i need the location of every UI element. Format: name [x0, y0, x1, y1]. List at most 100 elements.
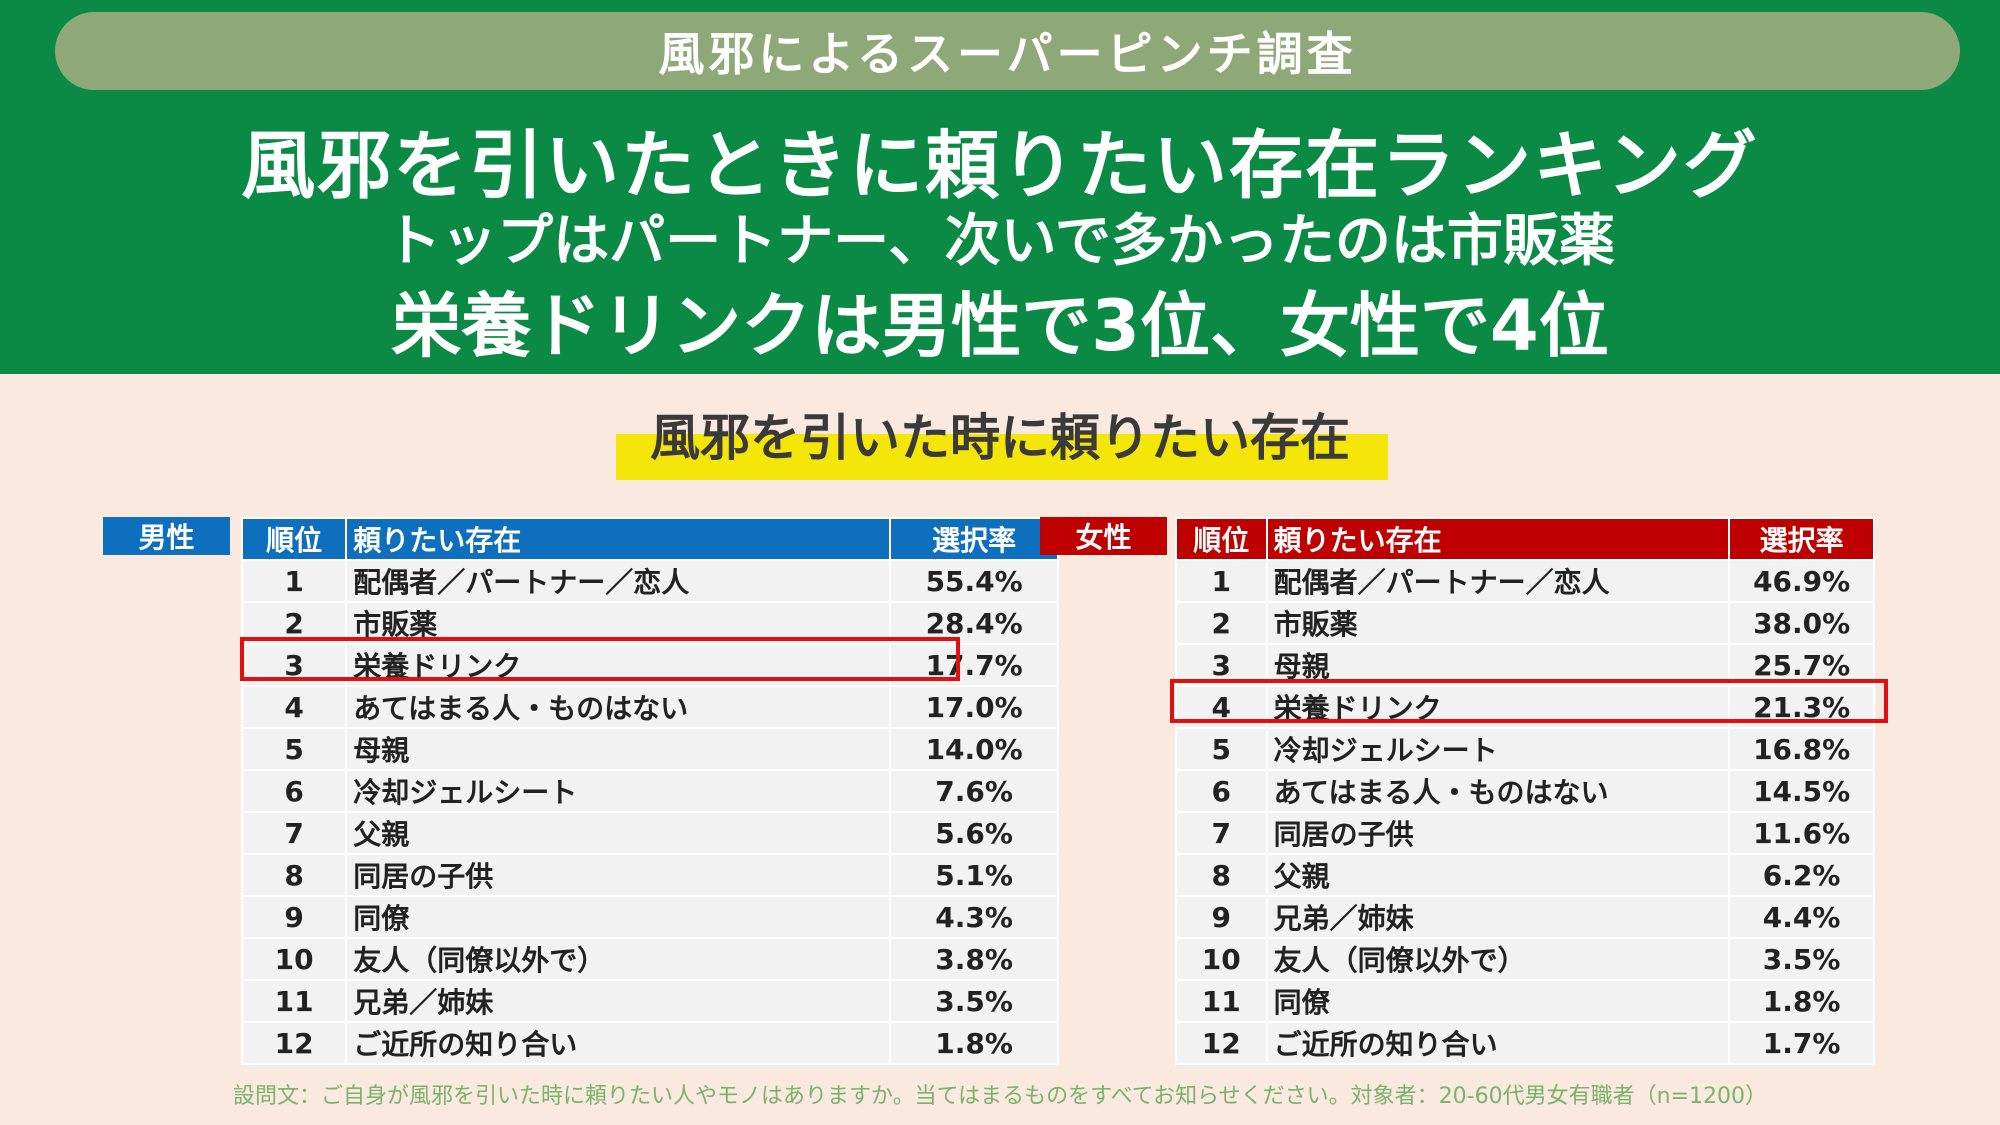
table-row: 1 配偶者／パートナー／恋人 46.9% — [1175, 559, 1875, 603]
table-row: 6 冷却ジェルシート 7.6% — [240, 769, 1059, 813]
rate-cell: 1.8% — [1728, 979, 1875, 1023]
table-row: 11 同僚 1.8% — [1175, 979, 1875, 1023]
name-cell: 同居の子供 — [1265, 811, 1731, 855]
rate-cell: 6.2% — [1728, 853, 1875, 897]
name-cell: 同僚 — [1265, 979, 1731, 1023]
name-cell: 兄弟／姉妹 — [345, 979, 892, 1023]
rank-header: 順位 — [240, 517, 348, 561]
table-row: 10 友人（同僚以外で） 3.8% — [240, 937, 1059, 981]
rate-cell: 16.8% — [1728, 727, 1875, 771]
rank-cell: 7 — [1175, 811, 1268, 855]
name-cell: 市販薬 — [1265, 601, 1731, 645]
header-band: 風邪によるスーパーピンチ調査 風邪を引いたときに頼りたい存在ランキング トップは… — [0, 0, 2000, 374]
table-row: 9 同僚 4.3% — [240, 895, 1059, 939]
table-row: 7 父親 5.6% — [240, 811, 1059, 855]
name-cell: 父親 — [1265, 853, 1731, 897]
section-heading: 風邪を引いた時に頼りたい存在 — [0, 398, 2000, 488]
name-cell: 友人（同僚以外で） — [345, 937, 892, 981]
table-row: 11 兄弟／姉妹 3.5% — [240, 979, 1059, 1023]
rate-cell: 55.4% — [889, 559, 1059, 603]
rate-cell: 14.5% — [1728, 769, 1875, 813]
rate-cell: 5.1% — [889, 853, 1059, 897]
table-row: 1 配偶者／パートナー／恋人 55.4% — [240, 559, 1059, 603]
rate-cell: 28.4% — [889, 601, 1059, 645]
table-header-row: 順位 頼りたい存在 選択率 — [1175, 517, 1875, 561]
survey-banner: 風邪によるスーパーピンチ調査 — [55, 12, 1960, 90]
headline-sub: トップはパートナー、次いで多かったのは市販薬 — [385, 209, 1615, 274]
rate-cell: 11.6% — [1728, 811, 1875, 855]
rank-cell: 7 — [240, 811, 348, 855]
rank-cell: 9 — [1175, 895, 1268, 939]
name-cell: あてはまる人・ものはない — [1265, 769, 1731, 813]
table-row: 8 父親 6.2% — [1175, 853, 1875, 897]
name-cell: 父親 — [345, 811, 892, 855]
rank-cell: 1 — [1175, 559, 1268, 603]
rank-cell: 2 — [1175, 601, 1268, 645]
name-cell: 配偶者／パートナー／恋人 — [345, 559, 892, 603]
rate-cell: 38.0% — [1728, 601, 1875, 645]
female-highlight-box — [1170, 679, 1888, 723]
name-cell: 母親 — [345, 727, 892, 771]
rate-cell: 5.6% — [889, 811, 1059, 855]
name-header: 頼りたい存在 — [1265, 517, 1731, 561]
rate-header: 選択率 — [889, 517, 1059, 561]
rate-cell: 3.5% — [889, 979, 1059, 1023]
name-cell: 同僚 — [345, 895, 892, 939]
rank-cell: 11 — [1175, 979, 1268, 1023]
name-cell: 冷却ジェルシート — [1265, 727, 1731, 771]
male-ranking-table: 順位 頼りたい存在 選択率 1 配偶者／パートナー／恋人 55.4% 2 市販薬 28.4… — [240, 517, 1059, 1065]
table-row: 8 同居の子供 5.1% — [240, 853, 1059, 897]
name-header: 頼りたい存在 — [345, 517, 892, 561]
rate-cell: 46.9% — [1728, 559, 1875, 603]
table-header-row: 順位 頼りたい存在 選択率 — [240, 517, 1059, 561]
rank-cell: 10 — [1175, 937, 1268, 981]
rank-cell: 5 — [240, 727, 348, 771]
section-title-highlight — [616, 434, 1388, 480]
rate-cell: 3.5% — [1728, 937, 1875, 981]
rank-cell: 1 — [240, 559, 348, 603]
rank-cell: 8 — [240, 853, 348, 897]
rank-cell: 4 — [240, 685, 348, 729]
rate-cell: 1.7% — [1728, 1021, 1875, 1065]
table-row: 4 あてはまる人・ものはない 17.0% — [240, 685, 1059, 729]
table-row: 9 兄弟／姉妹 4.4% — [1175, 895, 1875, 939]
male-highlight-box — [240, 637, 960, 681]
female-label: 女性 — [1040, 517, 1167, 555]
rate-cell: 3.8% — [889, 937, 1059, 981]
name-cell: 冷却ジェルシート — [345, 769, 892, 813]
male-label: 男性 — [103, 517, 230, 555]
rate-cell: 4.4% — [1728, 895, 1875, 939]
table-row: 5 母親 14.0% — [240, 727, 1059, 771]
table-row: 2 市販薬 38.0% — [1175, 601, 1875, 645]
name-cell: 兄弟／姉妹 — [1265, 895, 1731, 939]
rate-cell: 1.8% — [889, 1021, 1059, 1065]
headline-main: 風邪を引いたときに頼りたい存在ランキング — [241, 123, 1759, 209]
table-row: 7 同居の子供 11.6% — [1175, 811, 1875, 855]
rate-cell: 4.3% — [889, 895, 1059, 939]
rank-header: 順位 — [1175, 517, 1268, 561]
rank-cell: 5 — [1175, 727, 1268, 771]
table-row: 5 冷却ジェルシート 16.8% — [1175, 727, 1875, 771]
rank-cell: 12 — [240, 1021, 348, 1065]
table-row: 10 友人（同僚以外で） 3.5% — [1175, 937, 1875, 981]
rank-cell: 9 — [240, 895, 348, 939]
name-cell: ご近所の知り合い — [1265, 1021, 1731, 1065]
name-cell: 配偶者／パートナー／恋人 — [1265, 559, 1731, 603]
rank-cell: 8 — [1175, 853, 1268, 897]
rate-header: 選択率 — [1728, 517, 1875, 561]
rate-cell: 14.0% — [889, 727, 1059, 771]
table-row: 12 ご近所の知り合い 1.7% — [1175, 1021, 1875, 1065]
name-cell: あてはまる人・ものはない — [345, 685, 892, 729]
rate-cell: 17.0% — [889, 685, 1059, 729]
rate-cell: 7.6% — [889, 769, 1059, 813]
table-row: 6 あてはまる人・ものはない 14.5% — [1175, 769, 1875, 813]
name-cell: 友人（同僚以外で） — [1265, 937, 1731, 981]
section-title: 風邪を引いた時に頼りたい存在 — [650, 409, 1350, 467]
survey-banner-title: 風邪によるスーパーピンチ調査 — [658, 27, 1357, 81]
rank-cell: 11 — [240, 979, 348, 1023]
name-cell: 同居の子供 — [345, 853, 892, 897]
headline-third: 栄養ドリンクは男性で3位、女性で4位 — [391, 285, 1609, 367]
survey-footnote: 設問文：ご自身が風邪を引いた時に頼りたい人やモノはありますか。当てはまるものをす… — [233, 1084, 1767, 1109]
rank-cell: 6 — [1175, 769, 1268, 813]
table-row: 12 ご近所の知り合い 1.8% — [240, 1021, 1059, 1065]
